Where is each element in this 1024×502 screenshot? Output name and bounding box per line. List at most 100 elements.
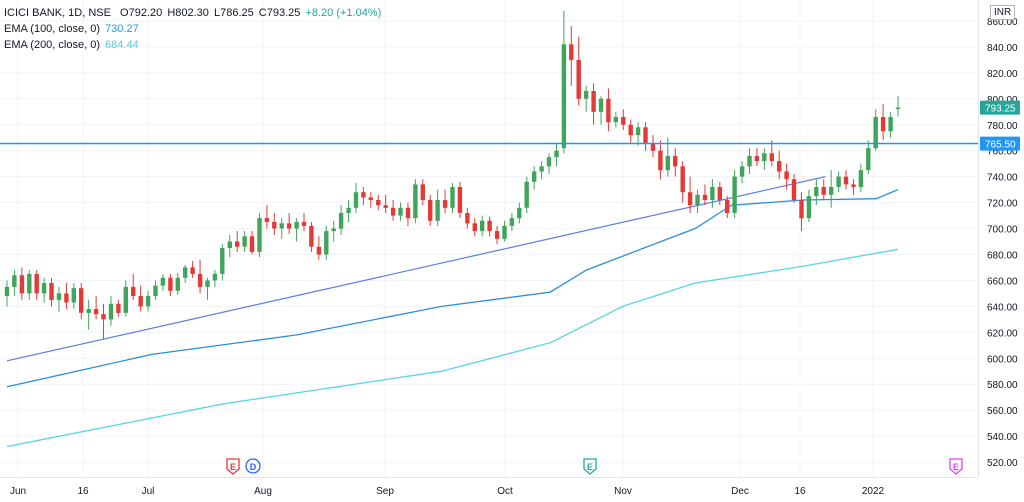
event-marker[interactable]: E <box>583 458 597 475</box>
candle-body <box>628 124 633 136</box>
candle-body <box>487 220 492 232</box>
candle <box>635 122 641 146</box>
y-tick-label: 780.00 <box>987 121 1018 132</box>
event-marker[interactable]: E <box>226 458 240 475</box>
event-marker[interactable]: E <box>949 458 963 475</box>
x-tick-label: Sep <box>376 486 394 497</box>
currency-button[interactable]: INR <box>990 5 1016 20</box>
dividend-marker-icon <box>245 458 261 474</box>
event-marker[interactable]: D <box>245 458 261 474</box>
candle <box>702 184 708 206</box>
ema200-value: 684.44 <box>105 39 139 51</box>
candle-body <box>888 117 893 132</box>
candle <box>212 270 218 287</box>
candle-body <box>331 228 336 232</box>
candle <box>19 267 25 300</box>
candle-body <box>658 150 663 171</box>
candle-body <box>695 194 700 206</box>
candle-body <box>539 166 544 172</box>
ema200-label: EMA (200, close, 0) <box>4 39 100 51</box>
candle <box>108 295 114 326</box>
candle-body <box>814 187 819 197</box>
candle-body <box>227 241 232 248</box>
x-tick-label: Aug <box>254 486 272 497</box>
candle <box>613 111 618 128</box>
ema200-row[interactable]: EMA (200, close, 0) 684.44 <box>4 37 381 53</box>
candle-body <box>710 187 715 200</box>
candle-body <box>606 98 611 123</box>
candle <box>576 36 581 106</box>
candle-body <box>858 170 864 188</box>
candle <box>494 225 500 245</box>
candle-body <box>153 285 158 296</box>
ohlc-row: ICICI BANK, 1D, NSE O792.20 H802.30 L786… <box>4 5 381 21</box>
y-tick-label: 560.00 <box>987 406 1018 417</box>
candle <box>673 148 678 177</box>
ema100-value: 730.27 <box>105 23 139 35</box>
candle <box>309 222 314 252</box>
candle <box>383 194 388 213</box>
candle-body <box>806 196 812 219</box>
candle-body <box>279 223 284 229</box>
candle-body <box>79 288 84 313</box>
candle-body <box>376 200 381 206</box>
candle-body <box>249 236 255 252</box>
candle <box>858 163 864 193</box>
candle <box>769 140 774 167</box>
candle-body <box>64 293 69 303</box>
candle-body <box>160 277 166 286</box>
candle-body <box>361 192 366 198</box>
candle <box>725 196 730 219</box>
trendline <box>6 176 826 362</box>
candle <box>806 189 812 223</box>
candle-body <box>509 218 515 226</box>
earnings-marker-icon <box>226 458 240 475</box>
candle <box>784 163 789 190</box>
y-tick-label: 600.00 <box>987 354 1018 365</box>
candle-body <box>212 273 218 281</box>
candle-body <box>435 200 440 221</box>
candle-body <box>650 142 656 151</box>
candle <box>517 202 522 224</box>
symbol-label[interactable]: ICICI BANK, 1D, NSE <box>4 7 111 19</box>
candle <box>628 119 633 143</box>
candle-body <box>561 44 567 149</box>
candle <box>650 135 656 158</box>
candle-body <box>635 127 641 136</box>
y-tick-label: 840.00 <box>987 43 1018 54</box>
candle <box>34 270 39 300</box>
level-price-tag-text: 765.50 <box>985 140 1016 151</box>
candle <box>420 179 425 206</box>
candle-body <box>717 187 722 200</box>
candle-body <box>41 283 47 294</box>
candle-body <box>591 91 596 112</box>
candle-body <box>465 213 470 224</box>
candle <box>450 183 455 213</box>
candle-body <box>420 184 425 200</box>
y-tick-label: 800.00 <box>987 95 1018 106</box>
candle-body <box>472 223 477 232</box>
candle-body <box>168 277 173 291</box>
candle-body <box>442 200 448 208</box>
candle-body <box>86 309 91 313</box>
candle <box>717 181 722 206</box>
candle <box>368 192 373 208</box>
candle <box>168 273 173 296</box>
candle <box>220 244 225 281</box>
candle-body <box>836 176 841 187</box>
ema100-row[interactable]: EMA (100, close, 0) 730.27 <box>4 21 381 37</box>
y-axis: 520.00 540.00 560.00 580.00 600.00 620.00 640.… <box>987 17 1018 469</box>
y-tick-label: 620.00 <box>987 328 1018 339</box>
candle-body <box>286 223 292 229</box>
candle <box>598 96 604 125</box>
last-price-tag: 793.25 <box>980 100 1020 115</box>
candle <box>272 212 277 236</box>
candle <box>695 189 700 213</box>
candle-body <box>101 314 106 320</box>
candle <box>710 179 715 208</box>
candle <box>583 85 589 112</box>
candle <box>658 140 663 180</box>
open-value: O792.20 <box>120 7 163 19</box>
